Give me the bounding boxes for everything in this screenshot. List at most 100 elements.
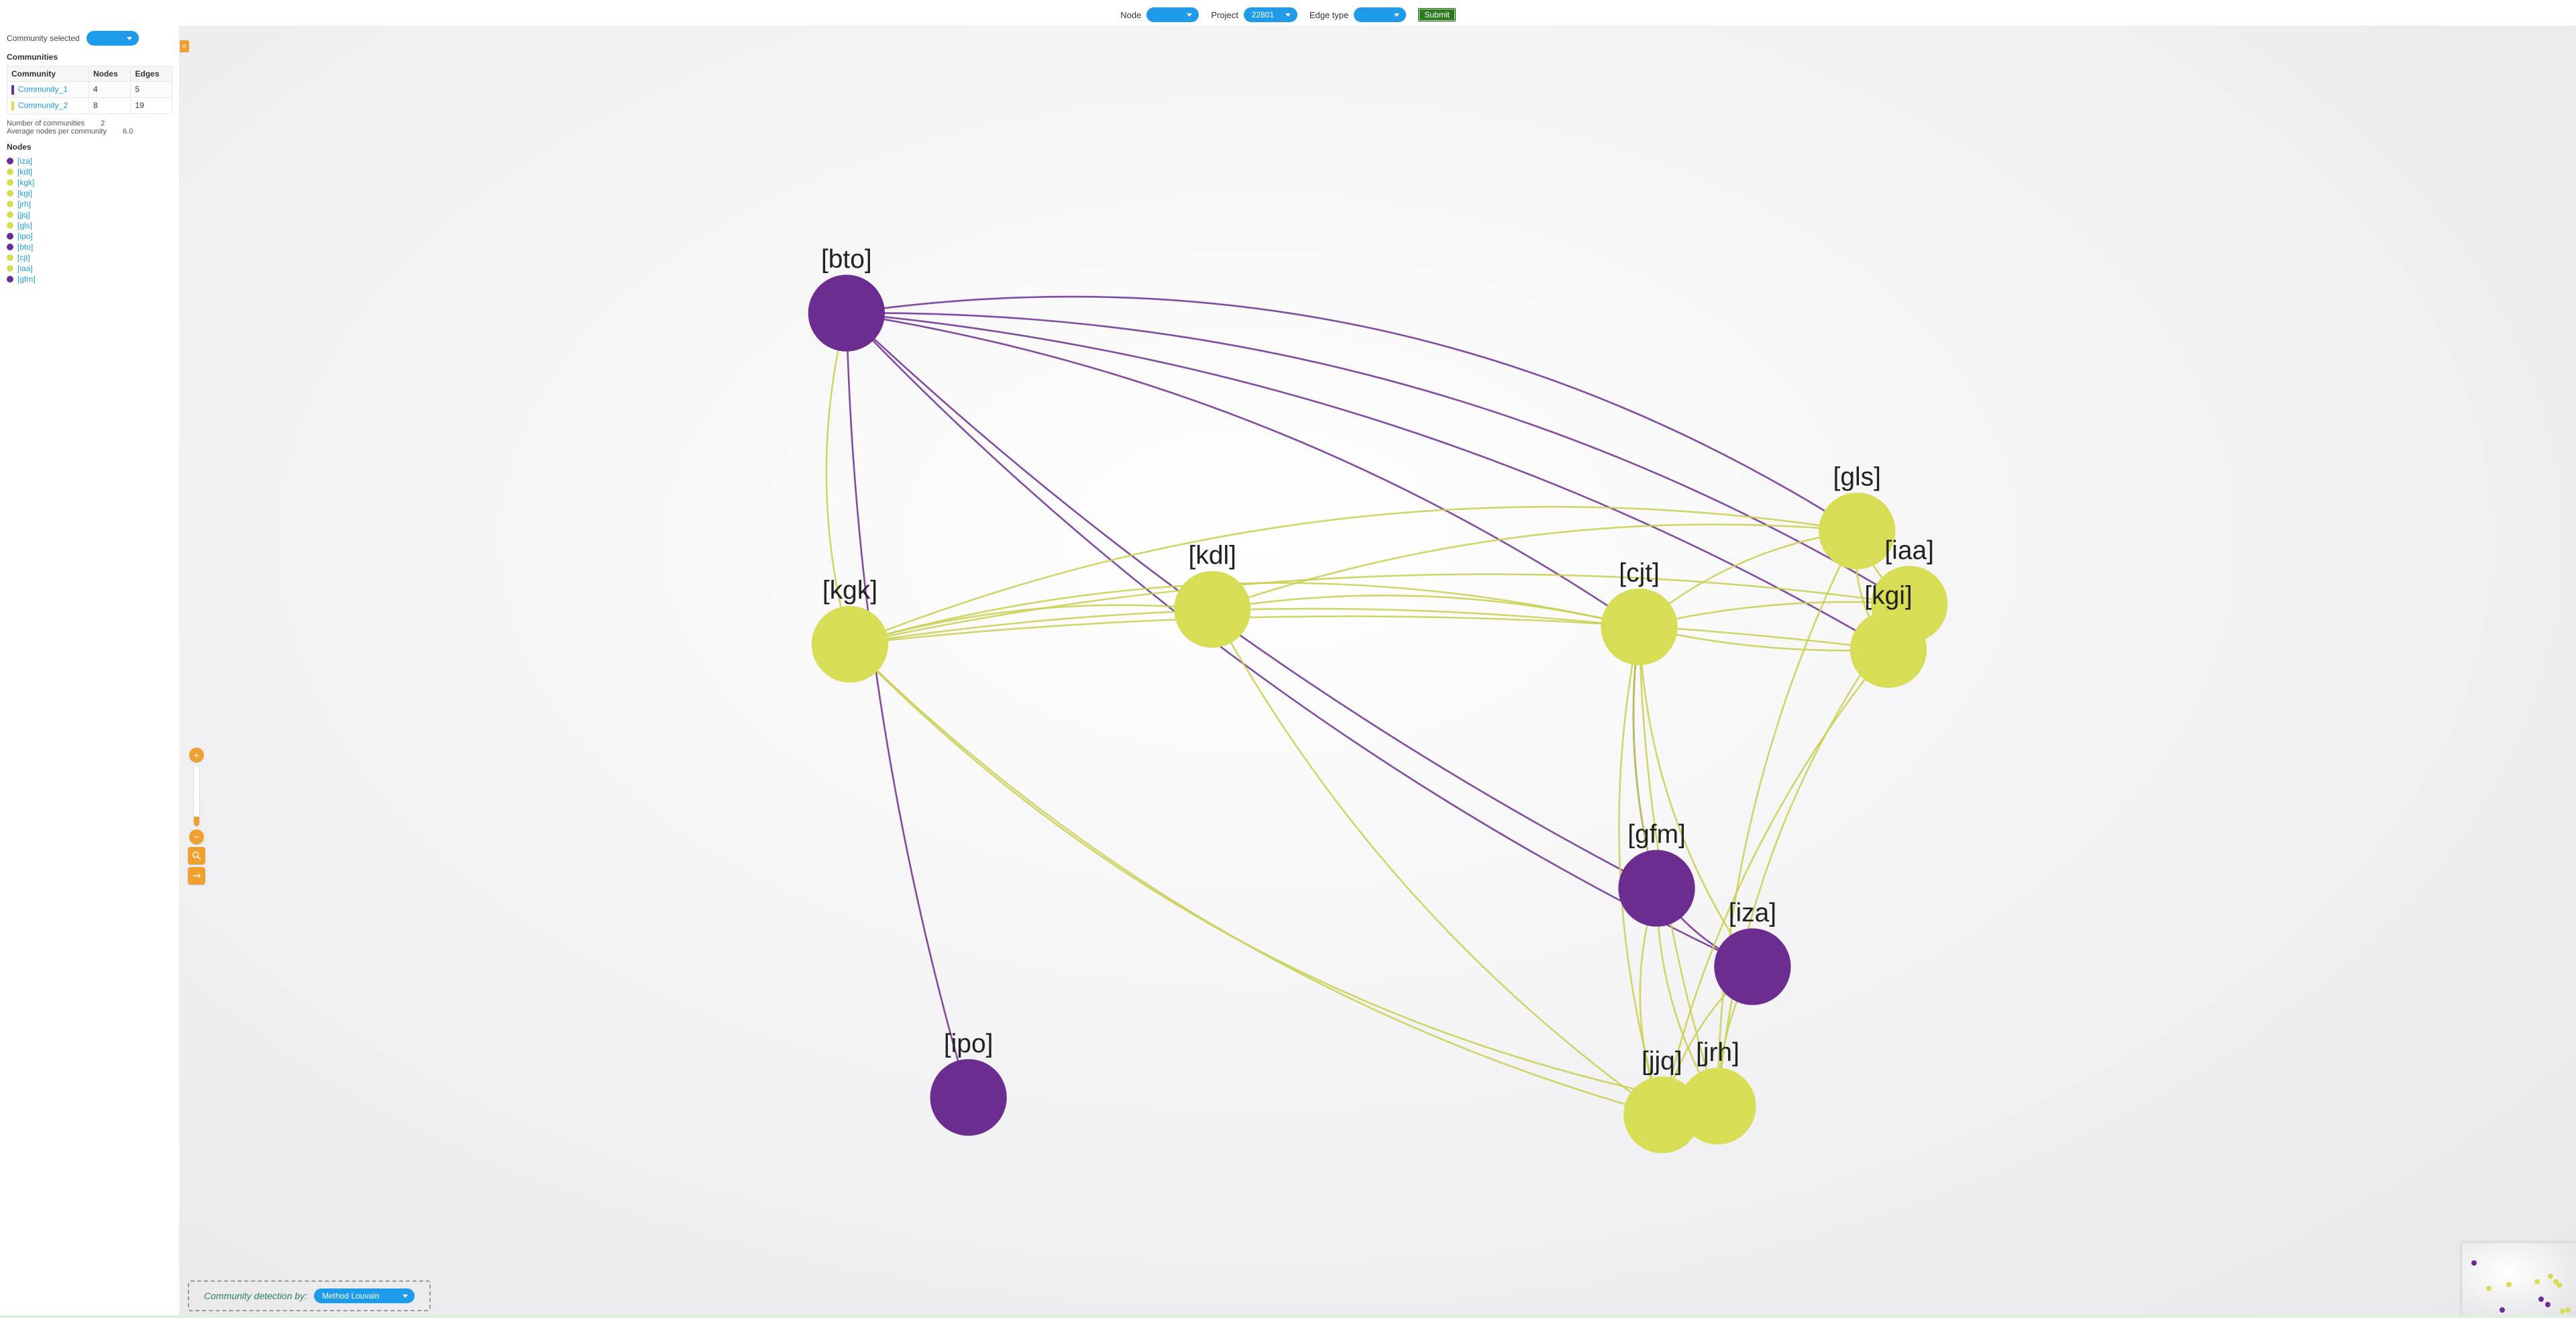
search-button[interactable] [188,847,205,864]
graph-node[interactable]: [kdl] [1174,542,1250,648]
node-link[interactable]: [cjt] [17,253,30,262]
minimap-node [2486,1286,2491,1291]
graph-edge[interactable] [1212,525,1857,610]
fit-button[interactable] [188,867,205,884]
community-stats: Number of communities2 Average nodes per… [7,119,172,136]
main-area: Community selected Communities Community… [0,26,2576,1315]
canvas-wrap: [bto][kgk][kdl][cjt][gls][iaa][kgi][gfm]… [180,26,2576,1315]
node-dropdown[interactable] [1146,7,1199,22]
graph-edge[interactable] [1212,609,1662,1115]
list-item[interactable]: [iza] [7,156,172,166]
graph-edge[interactable] [1633,627,1657,889]
node-color-dot [7,201,13,207]
node-label: Node [1120,10,1141,20]
edgetype-label: Edge type [1309,10,1349,20]
cd-method-dropdown[interactable]: Method Louvain [314,1288,415,1303]
fit-icon [191,870,202,881]
table-row[interactable]: Community_145 [7,82,172,98]
edgetype-dropdown[interactable] [1354,7,1406,22]
node-color-dot [7,222,13,229]
node-link[interactable]: [bto] [17,242,33,252]
node-link[interactable]: [ipo] [17,232,33,241]
node-link[interactable]: [iaa] [17,264,33,273]
zoom-slider[interactable] [193,765,200,827]
community-selected-dropdown[interactable] [87,31,139,46]
graph-node-label: [bto] [821,245,872,274]
graph-edge[interactable] [850,644,1717,1106]
node-color-dot [7,158,13,164]
node-link[interactable]: [jrh] [17,199,31,209]
list-item[interactable]: [jrh] [7,199,172,209]
graph-edge[interactable] [847,313,1909,604]
list-item[interactable]: [iaa] [7,263,172,274]
node-link[interactable]: [kdl] [17,167,32,176]
graph-node-label: [kdl] [1189,542,1236,570]
graph-edge[interactable] [850,644,1662,1115]
graph-node[interactable]: [ipo] [930,1029,1006,1136]
graph-edge[interactable] [826,313,850,644]
community-swatch [11,85,14,95]
project-label: Project [1211,10,1238,20]
minus-icon: − [194,831,199,842]
nodes-header: Nodes [7,142,172,152]
minimap-svg [2462,1243,2576,1315]
node-color-dot [7,233,13,240]
list-item[interactable]: [kgi] [7,188,172,199]
num-communities-value: 2 [101,119,105,128]
list-item[interactable]: [ipo] [7,231,172,242]
minimap-node [2548,1274,2553,1279]
minimap-node [2560,1309,2565,1314]
graph-edge[interactable] [847,313,969,1098]
community-swatch [11,101,14,111]
list-item[interactable]: [jjq] [7,209,172,220]
submit-button[interactable]: Submit [1418,8,1455,21]
zoom-in-button[interactable]: + [189,748,204,762]
zoom-out-button[interactable]: − [189,829,204,844]
list-item[interactable]: [bto] [7,242,172,252]
search-icon [191,850,202,861]
community-selected-row: Community selected [7,31,172,46]
sidebar-collapse-handle[interactable]: « [180,40,189,52]
list-item[interactable]: [kgk] [7,177,172,188]
node-link[interactable]: [jjq] [17,210,30,219]
table-header: Edges [131,66,172,82]
node-link[interactable]: [gfm] [17,274,36,284]
node-link[interactable]: [gls] [17,221,32,230]
plus-icon: + [194,750,199,760]
table-row[interactable]: Community_2819 [7,97,172,113]
node-link[interactable]: [iza] [17,156,32,166]
graph-edge[interactable] [1717,531,1857,1106]
graph-node[interactable]: [cjt] [1601,559,1677,666]
node-color-dot [7,265,13,272]
graph-edge[interactable] [1633,627,1657,889]
community-detection-panel: Community detection by: Method Louvain [188,1280,431,1311]
graph-node[interactable]: [kgk] [812,576,888,683]
cell-edges: 19 [131,97,172,113]
graph-edge[interactable] [847,313,1888,650]
network-graph[interactable]: [bto][kgk][kdl][cjt][gls][iaa][kgi][gfm]… [180,26,2576,1315]
node-link[interactable]: [kgi] [17,189,32,198]
node-link[interactable]: [kgk] [17,178,34,187]
project-dropdown[interactable]: 22801 [1244,7,1297,22]
graph-edge[interactable] [1662,650,1888,1115]
list-item[interactable]: [cjt] [7,252,172,263]
sidebar: Community selected Communities Community… [0,26,180,1315]
community-link[interactable]: Community_2 [18,101,68,110]
graph-node[interactable]: [gls] [1819,463,1895,570]
list-item[interactable]: [kdl] [7,166,172,177]
graph-node[interactable]: [bto] [808,245,885,352]
minimap[interactable] [2462,1243,2576,1315]
minimap-node [2506,1282,2512,1287]
list-item[interactable]: [gls] [7,220,172,231]
node-color-dot [7,276,13,283]
graph-edge[interactable] [850,507,1857,644]
node-color-dot [7,244,13,250]
chevron-left-icon: « [182,42,186,50]
community-link[interactable]: Community_1 [18,85,68,94]
cd-title: Community detection by: [204,1290,307,1301]
community-selected-label: Community selected [7,34,80,43]
graph-canvas[interactable]: [bto][kgk][kdl][cjt][gls][iaa][kgi][gfm]… [180,26,2576,1315]
node-color-dot [7,179,13,186]
graph-edge[interactable] [850,616,1888,649]
list-item[interactable]: [gfm] [7,274,172,285]
